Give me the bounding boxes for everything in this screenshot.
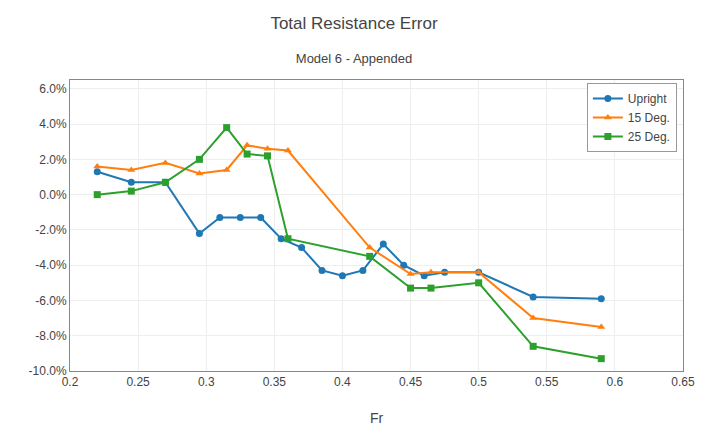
svg-text:0.0%: 0.0% (39, 188, 67, 202)
svg-text:25 Deg.: 25 Deg. (628, 130, 670, 144)
svg-text:0.45: 0.45 (399, 375, 423, 389)
svg-text:Model 6 - Appended: Model 6 - Appended (296, 51, 412, 66)
svg-text:Fr: Fr (370, 410, 384, 426)
svg-text:4.0%: 4.0% (39, 117, 67, 131)
svg-text:-6.0%: -6.0% (35, 294, 67, 308)
svg-text:Upright: Upright (628, 92, 667, 106)
svg-text:0.35: 0.35 (263, 375, 287, 389)
svg-text:15 Deg.: 15 Deg. (628, 111, 670, 125)
svg-text:-10.0%: -10.0% (29, 364, 67, 378)
svg-text:0.5: 0.5 (470, 375, 487, 389)
svg-text:0.6: 0.6 (607, 375, 624, 389)
svg-text:0.2: 0.2 (62, 375, 79, 389)
svg-text:0.55: 0.55 (535, 375, 559, 389)
svg-text:-4.0%: -4.0% (35, 258, 67, 272)
svg-text:0.4: 0.4 (334, 375, 351, 389)
svg-text:6.0%: 6.0% (39, 82, 67, 96)
svg-text:0.25: 0.25 (126, 375, 150, 389)
svg-text:0.65: 0.65 (671, 375, 695, 389)
svg-text:-8.0%: -8.0% (35, 329, 67, 343)
svg-text:-2.0%: -2.0% (35, 223, 67, 237)
svg-text:Total Resistance Error: Total Resistance Error (270, 14, 438, 33)
svg-text:2.0%: 2.0% (39, 153, 67, 167)
svg-text:0.3: 0.3 (198, 375, 215, 389)
